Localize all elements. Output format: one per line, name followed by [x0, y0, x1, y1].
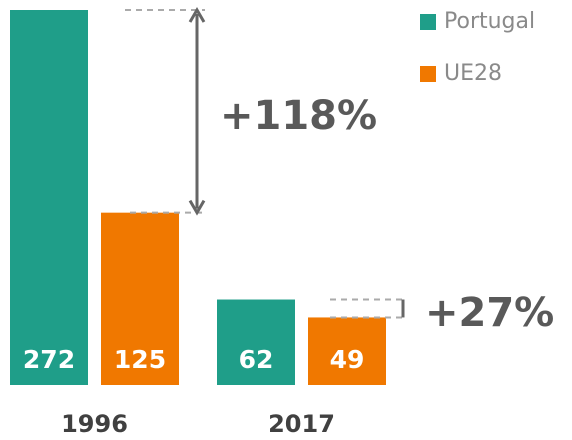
- bar: [308, 317, 386, 385]
- value-label: 272: [23, 345, 75, 374]
- legend-label: Portugal: [444, 9, 535, 34]
- bar: [10, 10, 88, 385]
- x-tick-label: 2017: [268, 410, 335, 438]
- annotation: +118%: [220, 93, 377, 139]
- arrow-head: [188, 199, 206, 216]
- annotation: +27%: [425, 290, 554, 336]
- x-tick-label: 1996: [61, 410, 128, 438]
- legend-label: UE28: [444, 61, 502, 86]
- legend-swatch: [420, 14, 436, 30]
- value-label: 49: [330, 345, 365, 374]
- bar: [101, 212, 179, 385]
- value-label: 125: [114, 345, 166, 374]
- legend-swatch: [420, 66, 436, 82]
- value-label: 62: [239, 345, 274, 374]
- arrow-head: [188, 7, 206, 23]
- bar: [217, 299, 295, 385]
